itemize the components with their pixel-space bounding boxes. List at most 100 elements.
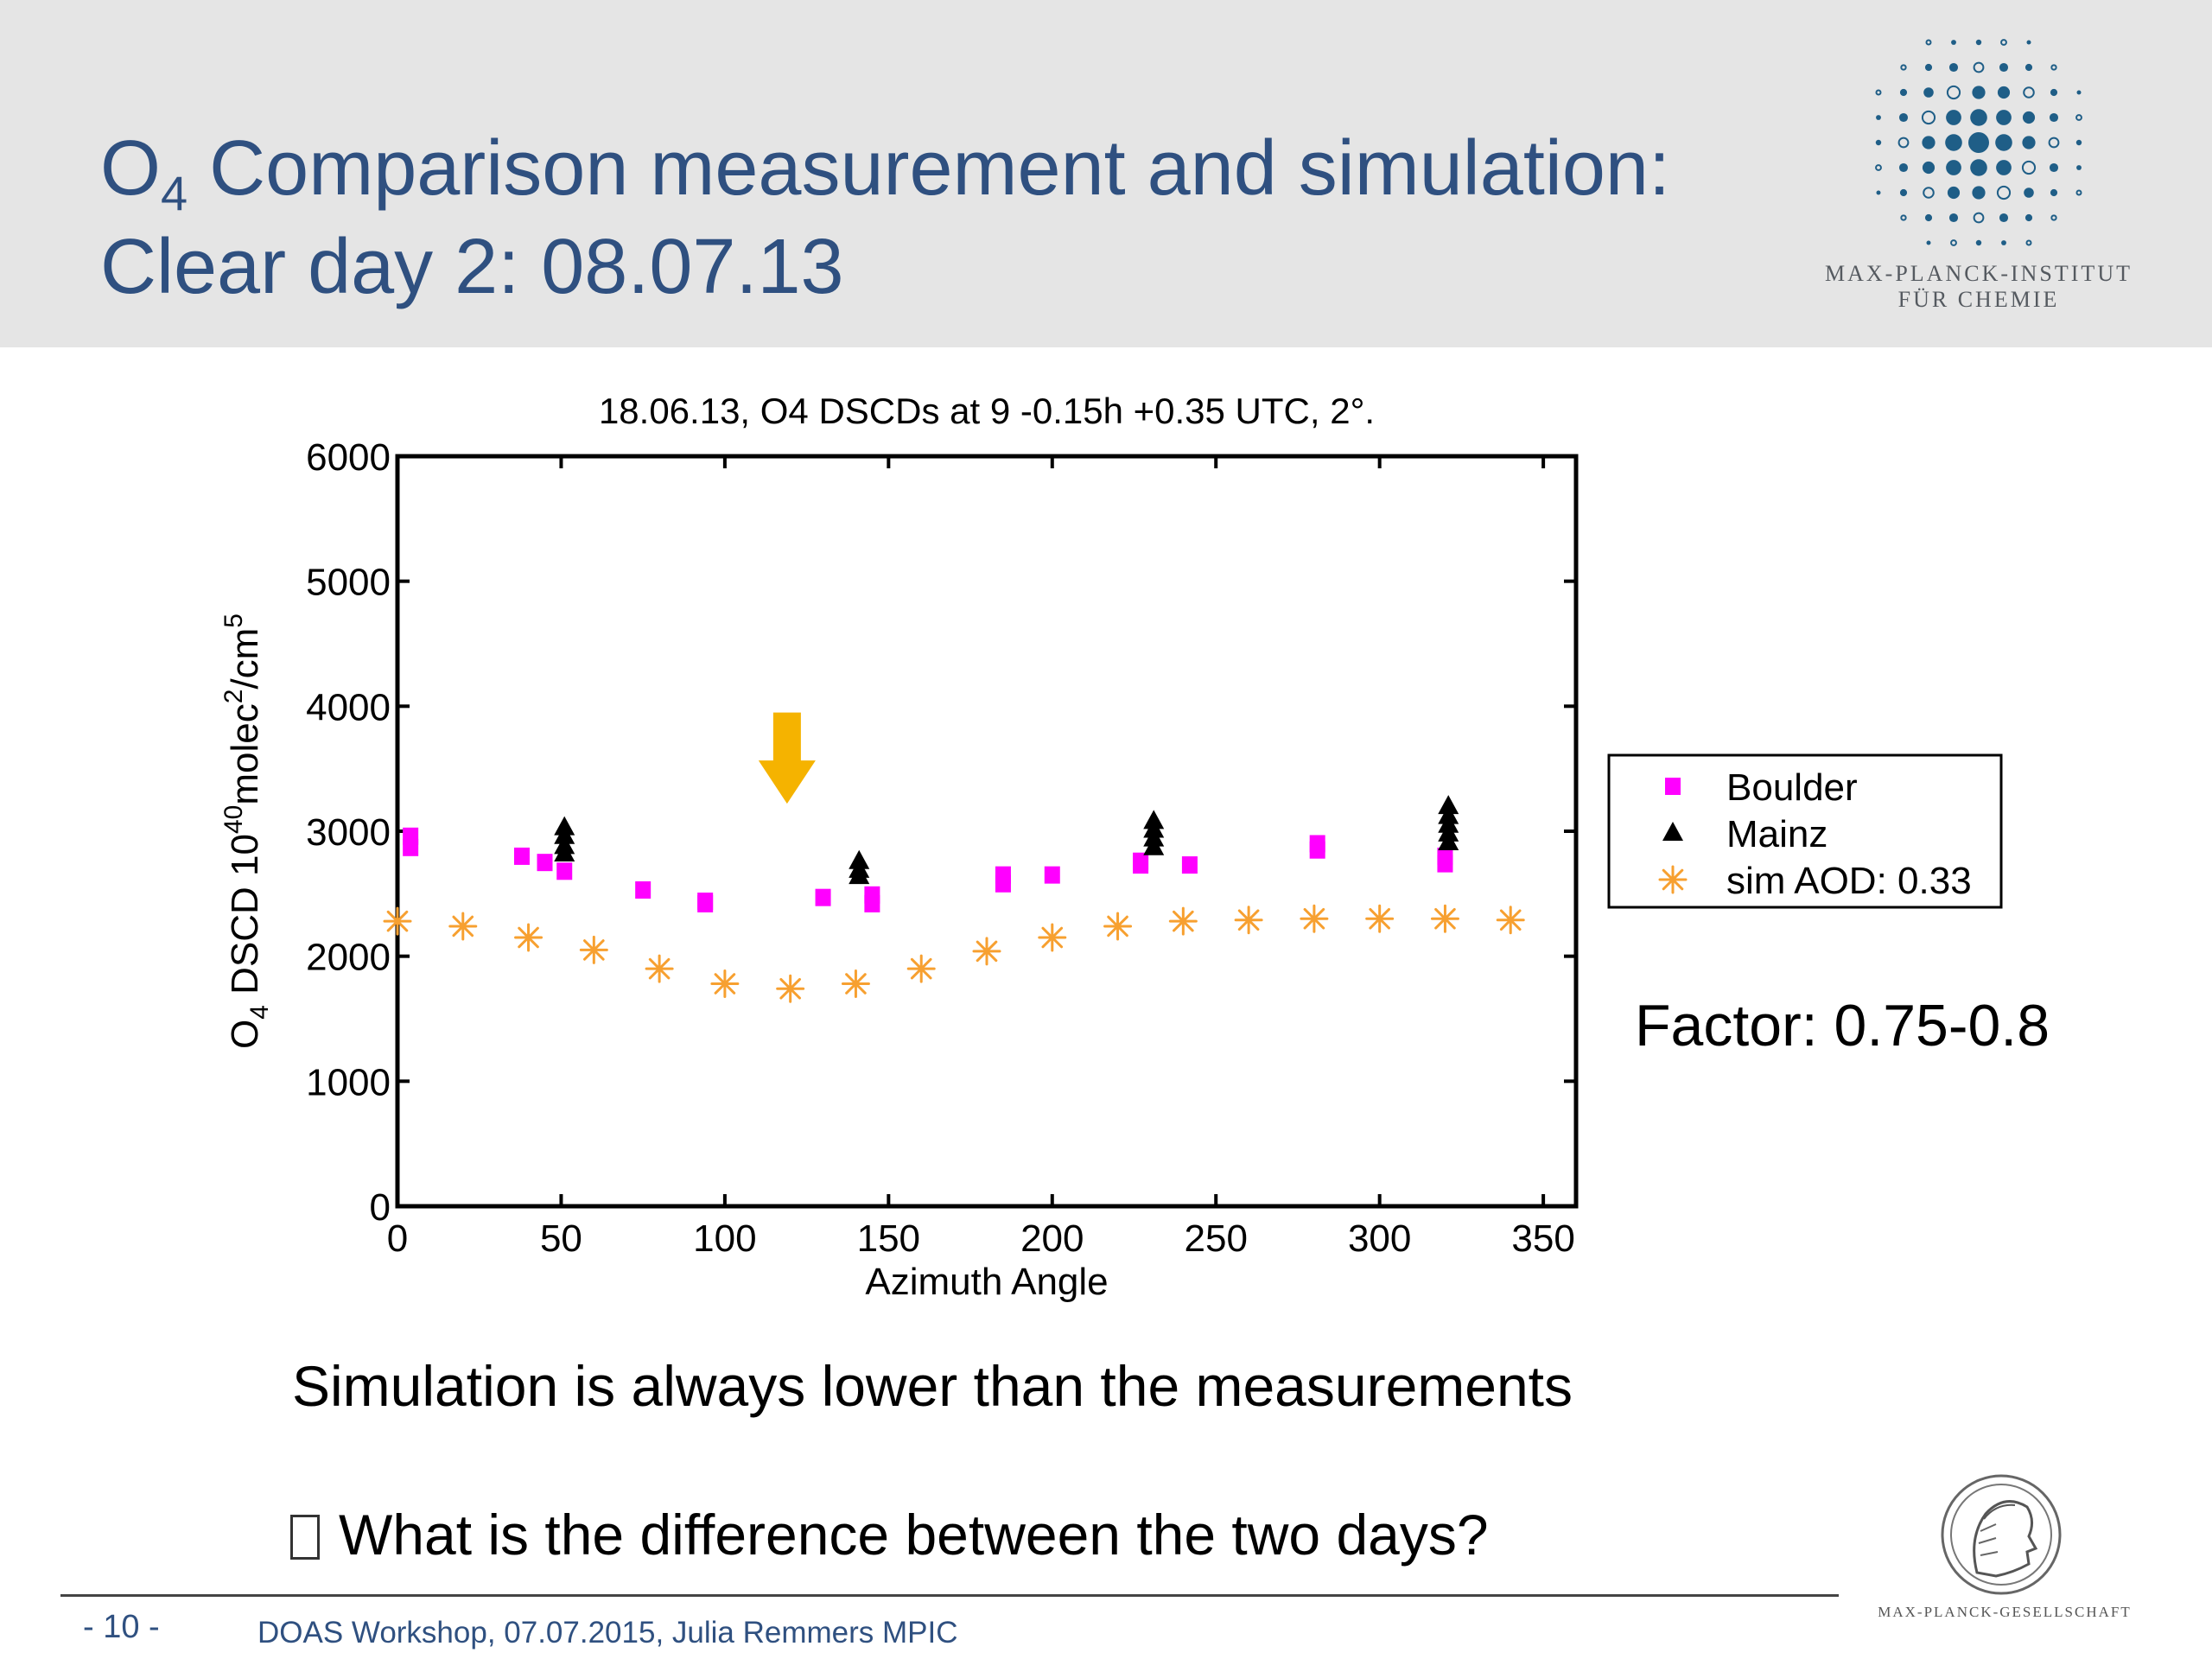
title-rest: Comparison measurement and simulation: bbox=[188, 125, 1670, 212]
asterisk-stroke bbox=[1662, 868, 1684, 891]
logo-dot bbox=[2024, 188, 2034, 198]
logo-dot bbox=[2049, 112, 2059, 123]
logo-dot bbox=[2050, 88, 2058, 97]
sim-point bbox=[579, 935, 608, 964]
y-axis-label: O4 DSCD 1040molec2/cm5 bbox=[219, 613, 274, 1049]
sim-point bbox=[1234, 906, 1263, 935]
page-number: - 10 - bbox=[83, 1609, 160, 1645]
legend-marker bbox=[1662, 822, 1683, 841]
logo-dot bbox=[1996, 185, 2012, 200]
mainz-point bbox=[1438, 831, 1459, 851]
chart-title: 18.06.13, O4 DSCDs at 9 -0.15h +0.35 UTC… bbox=[599, 391, 1375, 431]
sim-point bbox=[514, 923, 543, 952]
logo-dot bbox=[1923, 87, 1934, 98]
plot-frame bbox=[395, 454, 1579, 1209]
logo-dot bbox=[2024, 63, 2033, 72]
footer-rule bbox=[60, 1594, 1839, 1597]
mainz-point bbox=[1438, 795, 1459, 815]
boulder-point bbox=[513, 847, 530, 865]
asterisk-stroke bbox=[1107, 915, 1128, 938]
note-question: What is the difference between the two d… bbox=[290, 1502, 1489, 1567]
x-tick-label: 100 bbox=[693, 1217, 756, 1260]
asterisk-stroke bbox=[648, 957, 671, 980]
boulder-point bbox=[995, 874, 1011, 893]
logo-dot bbox=[2001, 240, 2006, 245]
sim-point bbox=[1496, 906, 1525, 935]
logo-dot bbox=[1948, 62, 1959, 73]
logo-dot bbox=[1921, 110, 1936, 125]
logo-dot bbox=[1948, 213, 1959, 223]
asterisk-stroke bbox=[1173, 910, 1194, 932]
logo-dot bbox=[2022, 111, 2036, 124]
logo-dot bbox=[2075, 189, 2082, 196]
factor-label: Factor: 0.75-0.8 bbox=[1635, 993, 2050, 1058]
boulder-point bbox=[537, 854, 553, 872]
sim-point bbox=[841, 969, 870, 998]
logo-dot bbox=[2026, 40, 2031, 45]
asterisk-stroke bbox=[779, 977, 801, 1000]
x-tick-label: 150 bbox=[857, 1217, 920, 1260]
annotation-arrow-icon bbox=[758, 712, 816, 804]
logo-dot bbox=[1875, 89, 1882, 96]
y-tick-label: 1000 bbox=[306, 1061, 391, 1103]
title-subscript: 4 bbox=[161, 166, 188, 220]
x-tick-label: 0 bbox=[387, 1217, 408, 1260]
note-question-text: What is the difference between the two d… bbox=[339, 1503, 1489, 1567]
logo-dot bbox=[1999, 213, 2009, 223]
note-simulation-lower: Simulation is always lower than the meas… bbox=[292, 1354, 1573, 1418]
logo-dot bbox=[1898, 112, 1909, 123]
logo-dot bbox=[1925, 39, 1932, 46]
y-axis-label-part: O bbox=[224, 1020, 266, 1049]
sim-point bbox=[1300, 904, 1329, 933]
logo-dot bbox=[2076, 90, 2082, 95]
logo-dot bbox=[2076, 165, 2082, 170]
boulder-point bbox=[697, 894, 714, 912]
sim-point bbox=[448, 912, 478, 941]
logo-dot bbox=[1900, 214, 1907, 221]
mainz-point bbox=[554, 842, 575, 862]
boulder-point bbox=[1309, 841, 1325, 859]
institute-line1: MAX-PLANCK-INSTITUT bbox=[1825, 261, 2133, 286]
boulder-point bbox=[1181, 856, 1198, 874]
logo-dot bbox=[1946, 85, 1961, 100]
asterisk-stroke bbox=[845, 973, 867, 995]
y-axis-label-part: 4 bbox=[245, 1005, 274, 1020]
logo-dot bbox=[2075, 114, 2082, 121]
logo-dot bbox=[2022, 136, 2036, 149]
logo-dot bbox=[1950, 239, 1957, 246]
logo-dot bbox=[2025, 239, 2032, 246]
logo-dot bbox=[1924, 213, 1933, 222]
logo-dot bbox=[2048, 137, 2060, 149]
logo-dot bbox=[1999, 62, 2009, 73]
logo-dot bbox=[1996, 110, 2012, 125]
y-tick-label: 4000 bbox=[306, 686, 391, 728]
y-tick-label: 0 bbox=[370, 1186, 391, 1229]
asterisk-stroke bbox=[1434, 907, 1456, 930]
y-axis-label-part: 2 bbox=[219, 690, 248, 704]
mpic-logo bbox=[1875, 39, 2082, 246]
boulder-point bbox=[864, 894, 880, 912]
logo-dot bbox=[1926, 240, 1931, 245]
o4-scatter-chart: 18.06.13, O4 DSCDs at 9 -0.15h +0.35 UTC… bbox=[219, 391, 2003, 1303]
y-tick-label: 3000 bbox=[306, 811, 391, 854]
logo-dot bbox=[1946, 160, 1961, 175]
logo-dot bbox=[1975, 239, 1982, 246]
asterisk-stroke bbox=[1237, 909, 1260, 931]
logo-dot bbox=[2024, 213, 2033, 222]
logo-dot bbox=[1947, 186, 1961, 200]
y-axis-label-part: DSCD 10 bbox=[224, 834, 266, 1005]
y-tick-label: 2000 bbox=[306, 937, 391, 979]
asterisk-stroke bbox=[910, 957, 932, 980]
logo-dot bbox=[1922, 161, 1936, 175]
mainz-point bbox=[554, 824, 575, 844]
logo-dot bbox=[1995, 134, 2012, 151]
boulder-point bbox=[1133, 856, 1149, 874]
logo-dot bbox=[2050, 214, 2057, 221]
logo-dot bbox=[1972, 86, 1986, 99]
logo-dot bbox=[1876, 115, 1881, 120]
logo-dot bbox=[1973, 212, 1985, 224]
logo-dot bbox=[1970, 159, 1987, 176]
y-tick-label: 6000 bbox=[306, 436, 391, 479]
logo-dot bbox=[1899, 88, 1908, 97]
institute-name: MAX-PLANCK-INSTITUT FÜR CHEMIE bbox=[1797, 261, 2160, 313]
